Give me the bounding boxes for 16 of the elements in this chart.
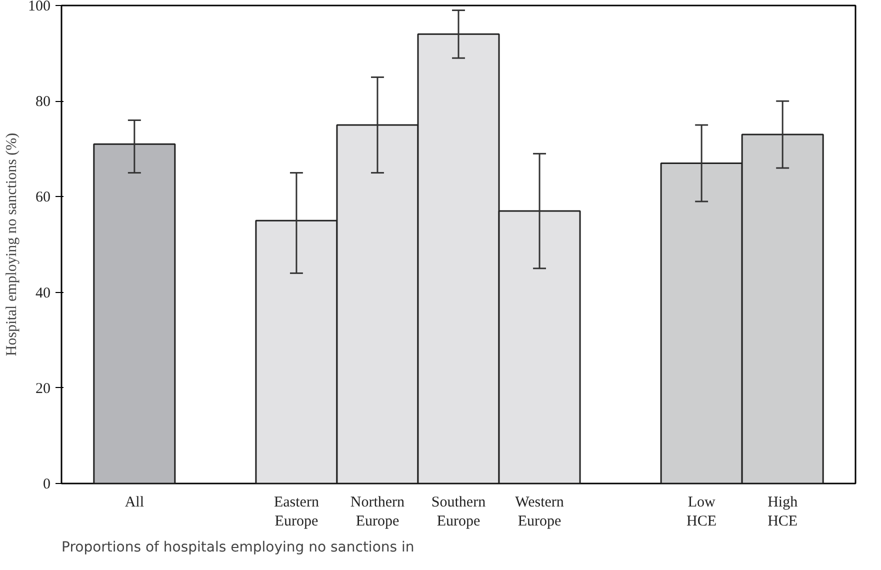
y-tick-label: 40 xyxy=(36,285,50,302)
y-tick-label: 20 xyxy=(36,380,50,397)
y-tick-label: 100 xyxy=(28,0,50,14)
x-tick-label: Low HCE xyxy=(686,494,717,530)
text: Proportions of hospitals employing no sanctions in xyxy=(62,540,414,556)
y-tick-label: 0 xyxy=(43,476,50,492)
x-tick-label: Western Europe xyxy=(515,494,564,530)
x-tick-label: All xyxy=(124,494,144,510)
y-tick-label: 80 xyxy=(36,94,50,110)
bar xyxy=(93,143,176,484)
x-tick-label: Northern Europe xyxy=(350,494,406,530)
y-tick-label: 60 xyxy=(36,190,50,206)
y-axis-title: Hospital employing no sanctions (%) xyxy=(4,132,20,356)
x-tick-label: High HCE xyxy=(768,494,798,530)
x-tick-label: Eastern Europe xyxy=(274,494,320,530)
x-tick-label: Southern Europe xyxy=(431,494,486,530)
